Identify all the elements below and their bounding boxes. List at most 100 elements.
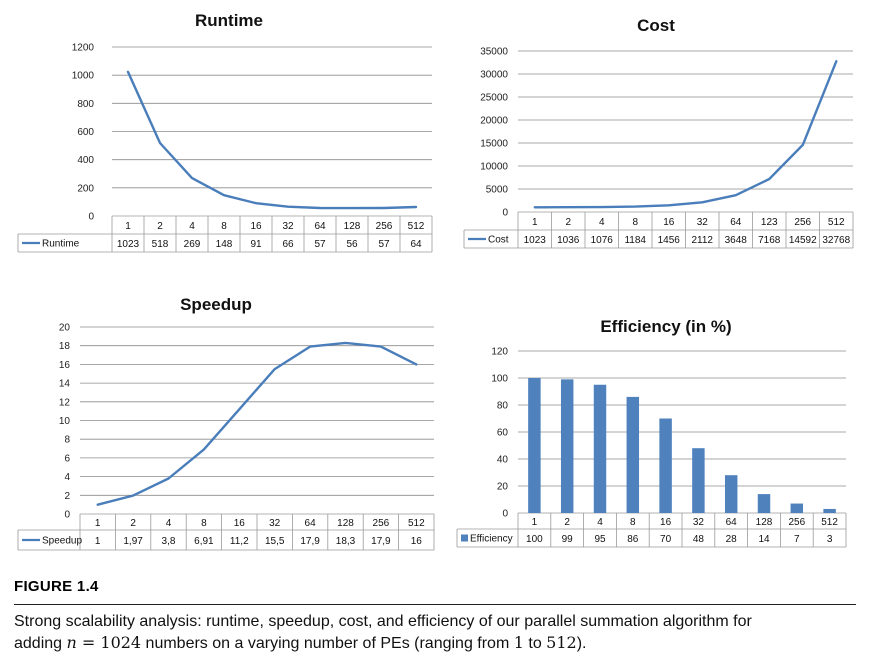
efficiency-table-value: 7	[794, 534, 800, 545]
efficiency-y-tick-label: 80	[497, 401, 509, 412]
runtime-x-tick-label: 8	[221, 221, 227, 232]
caption-equation: = 1024	[76, 633, 142, 652]
runtime-x-tick-label: 2	[157, 221, 163, 232]
speedup-y-tick-label: 20	[59, 323, 71, 334]
speedup-y-tick-label: 0	[64, 510, 70, 521]
efficiency-bar	[593, 384, 607, 513]
efficiency-y-tick-label: 100	[491, 374, 508, 385]
efficiency-y-tick-label: 40	[497, 455, 509, 466]
cost-table-value: 1184	[624, 235, 646, 246]
efficiency-x-tick-label: 2	[564, 517, 570, 528]
efficiency-bar	[626, 396, 640, 513]
speedup-x-tick-label: 16	[234, 518, 246, 529]
efficiency-x-tick-label: 256	[788, 517, 805, 528]
efficiency-table-value: 100	[526, 534, 543, 545]
runtime-table-value: 64	[410, 239, 422, 250]
runtime-y-tick-label: 400	[77, 155, 94, 166]
speedup-x-tick-label: 2	[130, 518, 136, 529]
speedup-x-tick-label: 128	[337, 518, 354, 529]
runtime-table-value: 148	[216, 239, 233, 250]
efficiency-x-tick-label: 32	[693, 517, 705, 528]
runtime-table-value: 1023	[117, 239, 140, 250]
speedup-legend-label: Speedup	[42, 536, 82, 547]
cost-x-tick-label: 4	[599, 217, 605, 228]
cost-y-tick-label: 10000	[480, 162, 508, 173]
speedup-title: Speedup	[180, 295, 252, 314]
speedup-y-tick-label: 4	[64, 472, 70, 483]
speedup-x-tick-label: 256	[373, 518, 390, 529]
efficiency-table-value: 86	[627, 534, 639, 545]
efficiency-legend-key	[461, 534, 468, 542]
efficiency-table-value: 28	[726, 534, 738, 545]
runtime-x-tick-label: 16	[250, 221, 262, 232]
speedup-x-tick-label: 32	[269, 518, 281, 529]
efficiency-table-value: 3	[827, 534, 833, 545]
runtime-legend-label: Runtime	[42, 239, 80, 250]
speedup-table-value: 11,2	[230, 536, 249, 547]
cost-y-tick-label: 5000	[486, 185, 509, 196]
runtime-x-tick-label: 32	[282, 221, 294, 232]
speedup-x-tick-label: 512	[408, 518, 425, 529]
efficiency-bar	[528, 378, 541, 513]
efficiency-x-tick-label: 64	[726, 517, 738, 528]
cost-y-tick-label: 35000	[480, 47, 508, 58]
runtime-y-tick-label: 1200	[72, 43, 95, 54]
speedup-y-tick-label: 14	[59, 379, 71, 390]
caption-adding: adding	[14, 635, 67, 652]
runtime-x-tick-label: 1	[125, 221, 131, 232]
runtime-y-tick-label: 600	[77, 127, 94, 138]
cost-table-value: 1036	[557, 235, 580, 246]
runtime-chart: Runtime 0 200 400 600 800 1000 1200 1 1023 2 518 4 26…	[17, 11, 433, 253]
efficiency-x-tick-label: 16	[660, 517, 672, 528]
speedup-x-tick-label: 1	[95, 518, 101, 529]
figure-caption: Strong scalability analysis: runtime, sp…	[14, 611, 856, 654]
runtime-x-tick-label: 256	[376, 221, 393, 232]
cost-legend-label: Cost	[488, 235, 509, 246]
cost-x-tick-label: 16	[663, 217, 675, 228]
efficiency-y-tick-label: 20	[497, 482, 509, 493]
runtime-table-value: 66	[282, 239, 294, 250]
cost-x-tick-label: 512	[828, 217, 845, 228]
cost-x-tick-label: 1	[532, 217, 538, 228]
efficiency-x-tick-label: 512	[821, 517, 838, 528]
cost-table-value: 1076	[591, 235, 614, 246]
caption-max-pe: 512	[546, 633, 577, 652]
cost-table-value: 1023	[524, 235, 547, 246]
cost-x-tick-label: 32	[697, 217, 709, 228]
runtime-y-tick-label: 800	[77, 99, 94, 110]
efficiency-table-value: 95	[594, 534, 606, 545]
speedup-x-tick-label: 4	[166, 518, 172, 529]
runtime-table-value: 57	[314, 239, 326, 250]
speedup-y-tick-label: 16	[59, 360, 71, 371]
runtime-x-tick-label: 128	[344, 221, 361, 232]
cost-y-tick-label: 30000	[480, 70, 508, 81]
speedup-y-tick-label: 12	[59, 397, 71, 408]
cost-table-value: 2112	[691, 235, 713, 246]
cost-y-tick-label: 25000	[480, 93, 508, 104]
speedup-table-value: 18,3	[336, 536, 356, 547]
cost-x-tick-label: 2	[565, 217, 571, 228]
cost-table-value: 1456	[658, 235, 681, 246]
runtime-y-tick-label: 200	[77, 183, 94, 194]
cost-series-line	[533, 60, 838, 209]
speedup-table-value: 1,97	[123, 536, 143, 547]
efficiency-legend-label: Efficiency	[470, 534, 513, 545]
speedup-y-tick-label: 18	[59, 341, 71, 352]
cost-table-value: 32768	[822, 235, 850, 246]
efficiency-bar	[659, 418, 672, 513]
efficiency-bar	[724, 475, 738, 513]
efficiency-y-tick-label: 0	[502, 509, 508, 520]
efficiency-bar	[757, 494, 771, 513]
speedup-table-value: 1	[95, 536, 101, 547]
cost-table-value: 3648	[725, 235, 748, 246]
efficiency-y-tick-label: 120	[491, 347, 508, 358]
speedup-table-value: 15,5	[265, 536, 285, 547]
figure-label: FIGURE 1.4	[14, 578, 99, 595]
cost-x-tick-label: 123	[761, 217, 778, 228]
runtime-table-value: 518	[152, 239, 169, 250]
cost-y-tick-label: 0	[502, 208, 508, 219]
runtime-table-value: 57	[378, 239, 390, 250]
efficiency-bar	[692, 448, 705, 513]
runtime-x-tick-label: 64	[314, 221, 326, 232]
cost-y-tick-label: 20000	[480, 116, 508, 127]
